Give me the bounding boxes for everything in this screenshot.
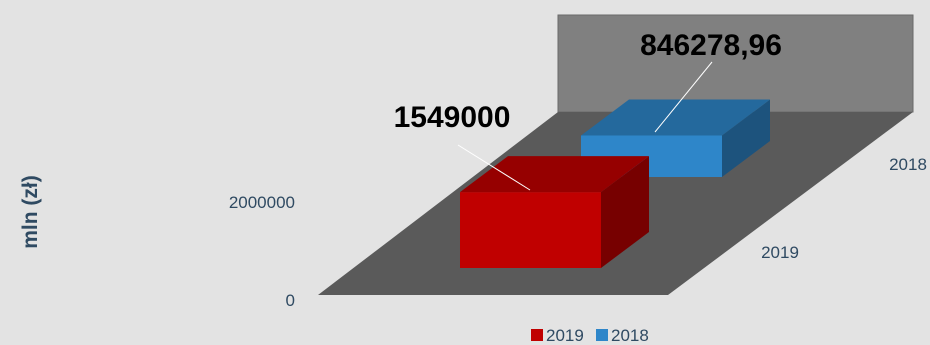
y-tick-label: 2000000 <box>229 193 295 212</box>
y-axis-label: mln (zł) <box>19 175 42 249</box>
category-tick-label: 2018 <box>889 155 927 174</box>
bar-2019 <box>460 156 649 268</box>
legend-label-2019: 2019 <box>546 326 584 345</box>
bar-front-face <box>460 192 601 268</box>
legend: 2019 2018 <box>531 326 649 345</box>
bar-2018 <box>581 99 770 177</box>
bar-side-face <box>722 99 770 177</box>
legend-swatch-2018 <box>596 329 608 341</box>
legend-swatch-2019 <box>531 329 543 341</box>
leader-line-2018 <box>654 61 713 133</box>
bar-top-face <box>460 156 649 193</box>
legend-label-2018: 2018 <box>611 326 649 345</box>
bar-top-face <box>581 99 770 136</box>
data-label-2019: 1549000 <box>394 101 511 134</box>
y-tick-label: 0 <box>286 291 295 310</box>
bars-layer <box>460 99 770 268</box>
category-tick-label: 2019 <box>761 243 799 262</box>
bar-side-face <box>601 156 649 268</box>
leader-line-2019 <box>457 144 531 191</box>
data-label-2018: 846278,96 <box>640 29 782 62</box>
